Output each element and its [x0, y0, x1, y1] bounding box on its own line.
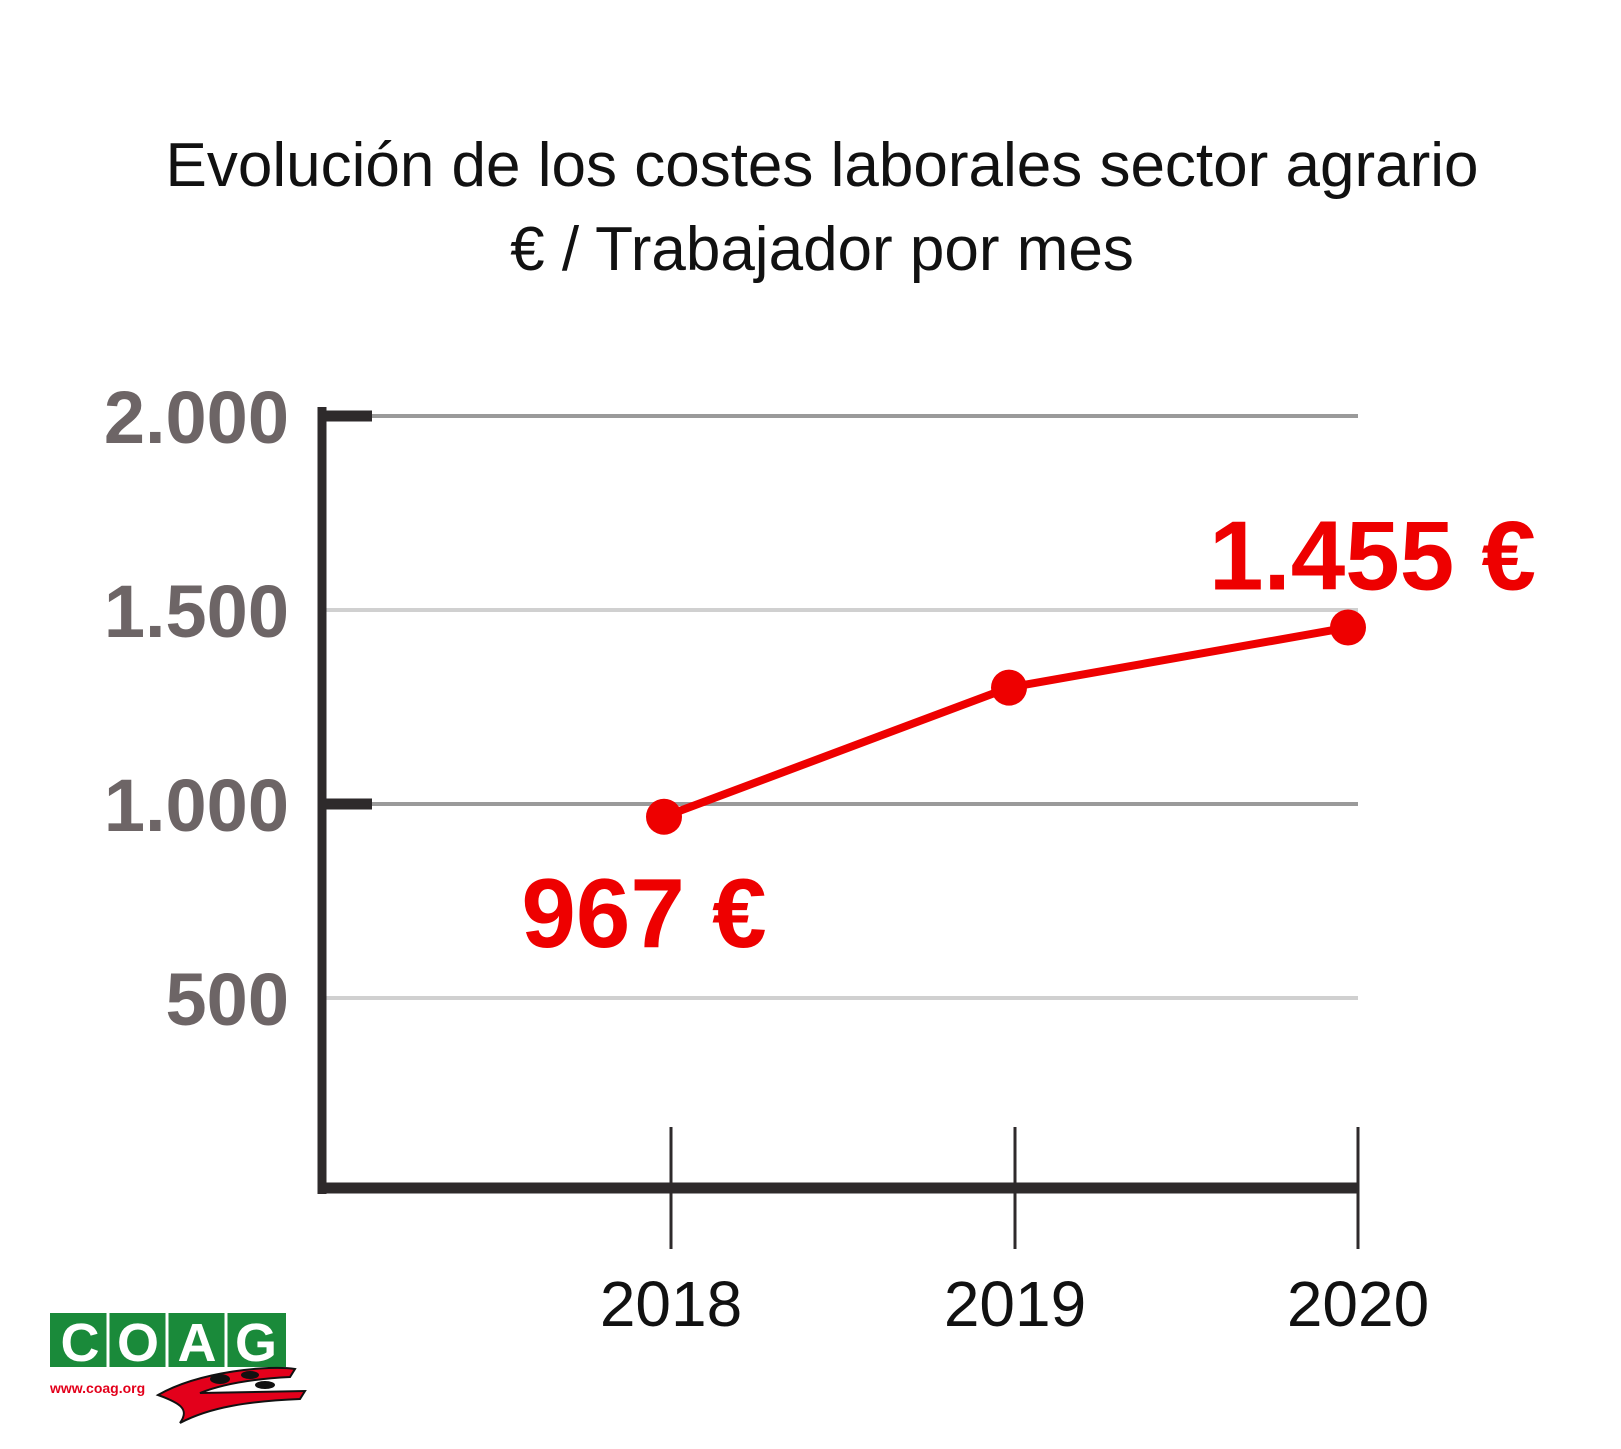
- y-tick-label: 500: [166, 958, 289, 1041]
- x-tick-label: 2018: [600, 1268, 742, 1340]
- svg-text:C: C: [61, 1313, 100, 1373]
- data-label: 967 €: [521, 858, 766, 968]
- series-line: [662, 623, 1349, 821]
- chart-subtitle: € / Trabajador por mes: [510, 215, 1134, 284]
- x-tick-label: 2020: [1287, 1268, 1429, 1340]
- svg-text:A: A: [178, 1313, 217, 1373]
- data-point: [646, 798, 682, 835]
- data-point: [1330, 609, 1366, 646]
- x-tick-label: 2019: [944, 1268, 1086, 1340]
- data-point: [991, 669, 1027, 706]
- svg-text:www.coag.org: www.coag.org: [49, 1380, 145, 1396]
- chart-title: Evolución de los costes laborales sector…: [165, 131, 1478, 200]
- y-tick-label: 1.500: [104, 570, 289, 653]
- y-tick-label: 2.000: [104, 376, 289, 459]
- y-tick-label: 1.000: [104, 764, 289, 847]
- svg-text:G: G: [235, 1313, 277, 1373]
- svg-text:O: O: [117, 1313, 159, 1373]
- data-label: 1.455 €: [1209, 500, 1536, 610]
